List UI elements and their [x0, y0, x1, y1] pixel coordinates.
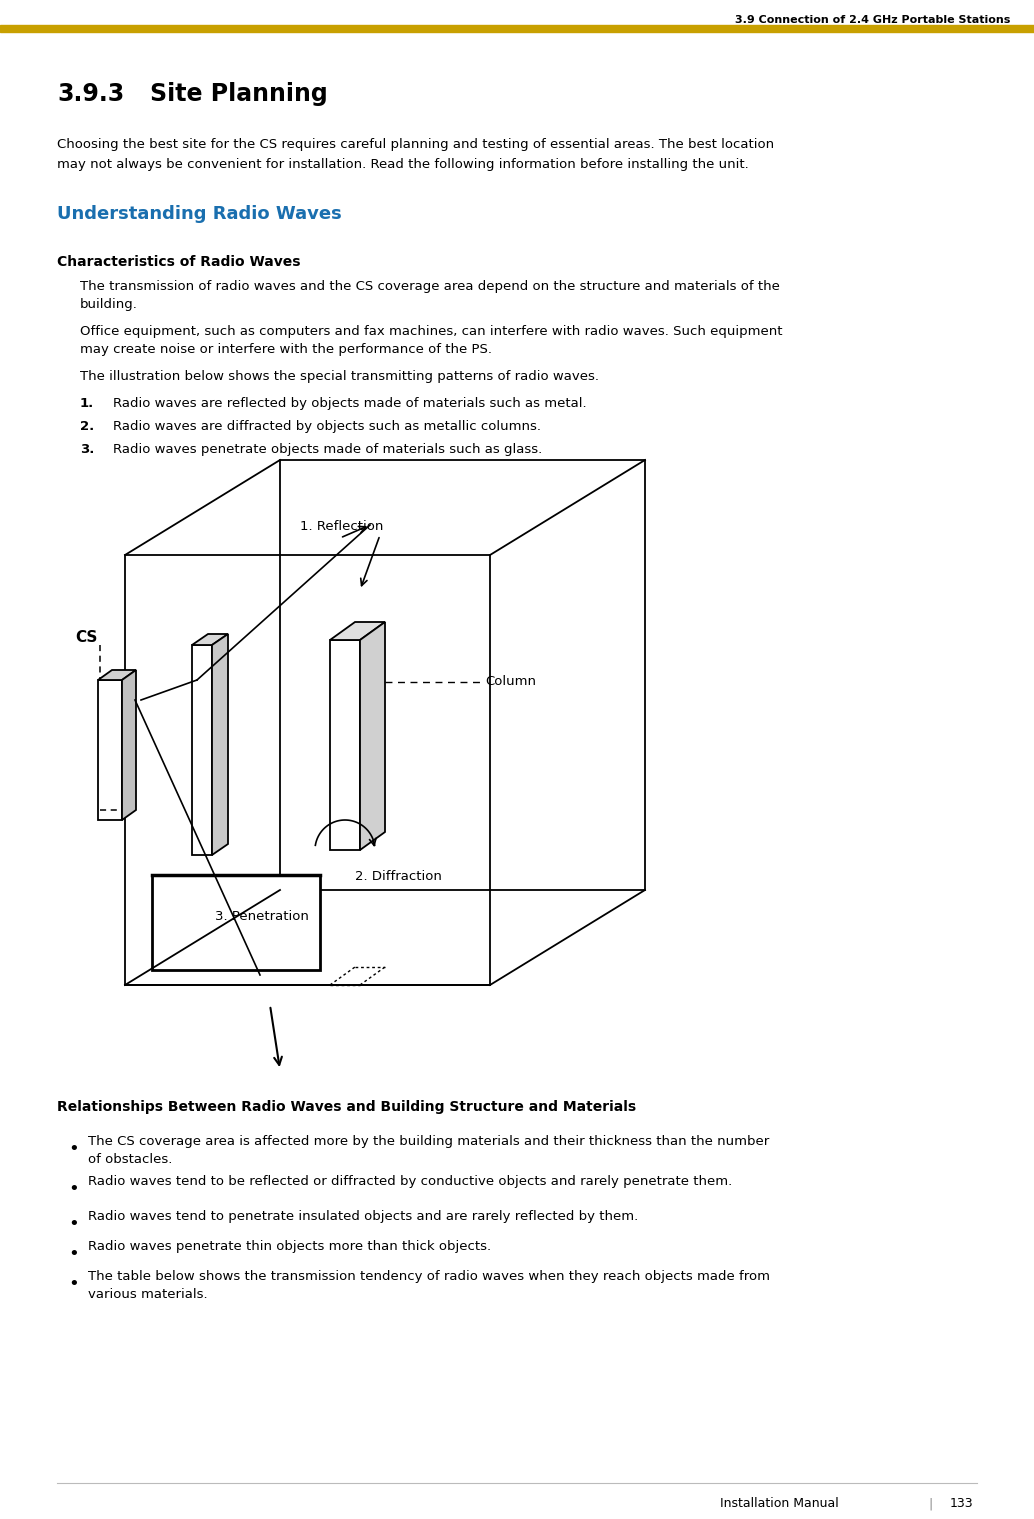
Text: Radio waves penetrate thin objects more than thick objects.: Radio waves penetrate thin objects more …	[88, 1240, 491, 1253]
Text: 3.9.3: 3.9.3	[57, 82, 124, 106]
Text: Characteristics of Radio Waves: Characteristics of Radio Waves	[57, 255, 301, 269]
Text: Understanding Radio Waves: Understanding Radio Waves	[57, 205, 342, 223]
Polygon shape	[192, 646, 212, 855]
Text: •: •	[68, 1215, 79, 1233]
Text: Radio waves penetrate objects made of materials such as glass.: Radio waves penetrate objects made of ma…	[113, 444, 542, 456]
Polygon shape	[98, 670, 136, 681]
Text: Relationships Between Radio Waves and Building Structure and Materials: Relationships Between Radio Waves and Bu…	[57, 1100, 636, 1113]
Text: 3.9 Connection of 2.4 GHz Portable Stations: 3.9 Connection of 2.4 GHz Portable Stati…	[734, 15, 1010, 24]
Text: Radio waves are diffracted by objects such as metallic columns.: Radio waves are diffracted by objects su…	[113, 419, 541, 433]
Polygon shape	[212, 633, 229, 855]
Text: The illustration below shows the special transmitting patterns of radio waves.: The illustration below shows the special…	[80, 371, 599, 383]
Text: various materials.: various materials.	[88, 1288, 208, 1300]
Polygon shape	[330, 639, 360, 851]
Polygon shape	[330, 621, 385, 639]
Polygon shape	[360, 621, 385, 851]
Text: •: •	[68, 1274, 79, 1293]
Text: Site Planning: Site Planning	[150, 82, 328, 106]
Text: may create noise or interfere with the performance of the PS.: may create noise or interfere with the p…	[80, 343, 492, 355]
Bar	[0, 24, 1034, 32]
Text: 2.: 2.	[80, 419, 94, 433]
Text: 133: 133	[950, 1498, 974, 1510]
Polygon shape	[122, 670, 136, 820]
Polygon shape	[98, 681, 122, 820]
Text: The transmission of radio waves and the CS coverage area depend on the structure: The transmission of radio waves and the …	[80, 279, 780, 293]
Text: Radio waves are reflected by objects made of materials such as metal.: Radio waves are reflected by objects mad…	[113, 396, 586, 410]
Text: Column: Column	[485, 674, 536, 688]
Text: CS: CS	[75, 630, 97, 646]
Text: Choosing the best site for the CS requires careful planning and testing of essen: Choosing the best site for the CS requir…	[57, 138, 774, 150]
Text: 1. Reflection: 1. Reflection	[300, 519, 384, 533]
Text: Radio waves tend to be reflected or diffracted by conductive objects and rarely : Radio waves tend to be reflected or diff…	[88, 1176, 732, 1188]
Text: •: •	[68, 1246, 79, 1262]
Text: Office equipment, such as computers and fax machines, can interfere with radio w: Office equipment, such as computers and …	[80, 325, 783, 339]
Text: |: |	[927, 1498, 932, 1510]
Text: •: •	[68, 1139, 79, 1157]
Text: 1.: 1.	[80, 396, 94, 410]
Text: •: •	[68, 1180, 79, 1198]
Bar	[152, 875, 320, 971]
Text: 2. Diffraction: 2. Diffraction	[355, 870, 442, 883]
Polygon shape	[192, 633, 229, 646]
Text: Installation Manual: Installation Manual	[720, 1498, 839, 1510]
Text: building.: building.	[80, 298, 138, 311]
Text: Radio waves tend to penetrate insulated objects and are rarely reflected by them: Radio waves tend to penetrate insulated …	[88, 1211, 638, 1223]
Text: may not always be convenient for installation. Read the following information be: may not always be convenient for install…	[57, 158, 749, 172]
Text: of obstacles.: of obstacles.	[88, 1153, 173, 1167]
Text: The table below shows the transmission tendency of radio waves when they reach o: The table below shows the transmission t…	[88, 1270, 770, 1284]
Text: 3. Penetration: 3. Penetration	[215, 910, 309, 924]
Text: 3.: 3.	[80, 444, 94, 456]
Text: The CS coverage area is affected more by the building materials and their thickn: The CS coverage area is affected more by…	[88, 1135, 769, 1148]
